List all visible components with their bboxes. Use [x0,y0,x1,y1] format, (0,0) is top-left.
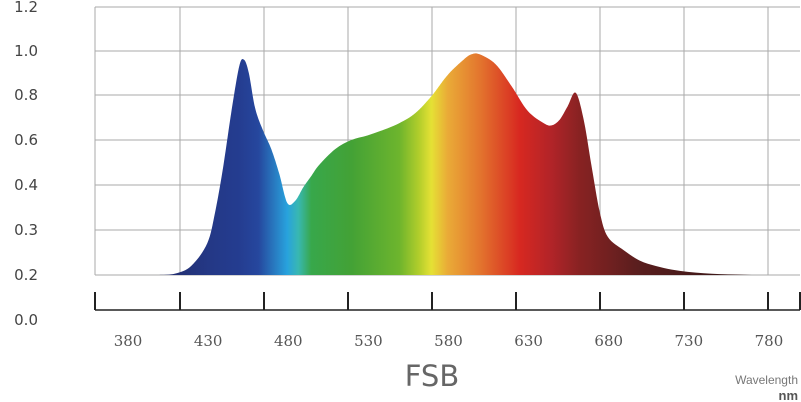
x-tick-label: 530 [354,332,383,350]
y-tick-label: 0.3 [14,221,38,239]
x-axis-ticks [94,292,801,310]
y-axis-tick-labels: 0.0 0.2 0.3 0.4 0.6 0.8 1.0 1.2 [14,0,38,329]
x-tick-label: 730 [675,332,704,350]
x-tick-label: 430 [194,332,223,350]
x-tick-label: 580 [434,332,463,350]
x-axis-label: Wavelength [735,373,798,387]
x-tick-label: 780 [755,332,784,350]
y-tick-label: 0.8 [14,86,38,104]
chart-title: FSB [405,359,459,393]
x-tick-label: 480 [274,332,303,350]
x-tick-label: 680 [594,332,623,350]
x-axis-unit: nm [779,388,799,402]
x-axis-tick-labels: 380 430 480 530 580 630 680 730 780 [114,332,784,350]
y-tick-label: 0.4 [14,176,38,194]
y-tick-label: 1.0 [14,42,38,60]
x-tick-label: 630 [514,332,543,350]
x-tick-label: 380 [114,332,143,350]
y-tick-label: 1.2 [14,0,38,16]
y-tick-label: 0.2 [14,266,38,284]
y-tick-label: 0.0 [14,311,38,329]
spectrum-series [159,53,776,276]
y-tick-label: 0.6 [14,131,38,149]
